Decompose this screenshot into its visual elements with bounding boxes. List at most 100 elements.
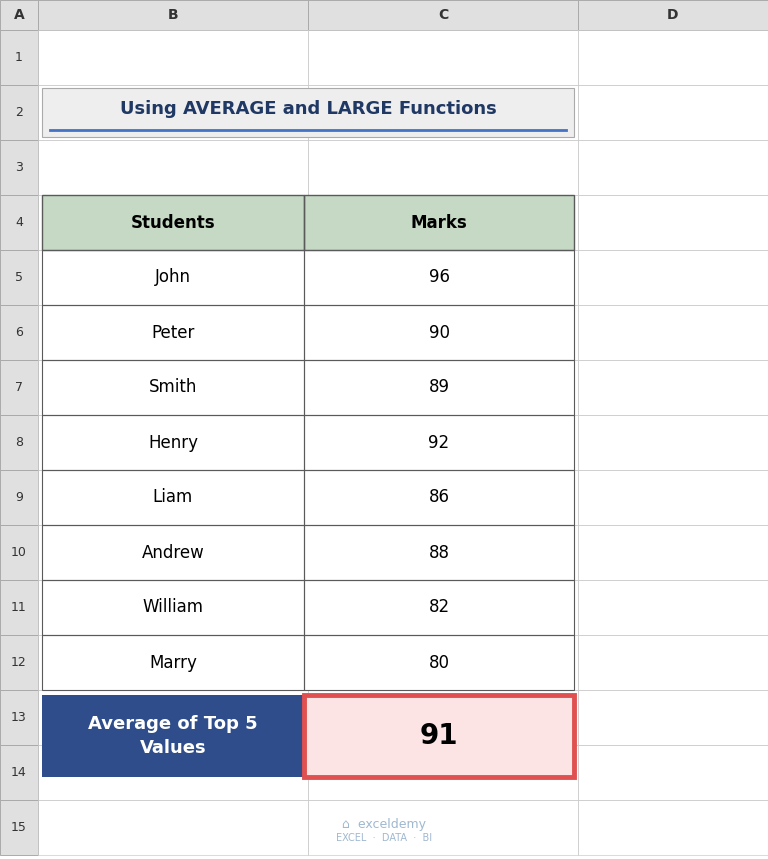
Bar xyxy=(38,30,308,85)
Bar xyxy=(308,250,578,305)
Text: C: C xyxy=(438,8,448,22)
Bar xyxy=(304,695,574,777)
Bar xyxy=(304,415,574,470)
Bar xyxy=(0,470,38,525)
Bar xyxy=(38,360,308,415)
Bar xyxy=(304,470,574,525)
Bar xyxy=(38,85,308,140)
Bar xyxy=(0,360,38,415)
Bar xyxy=(308,85,578,140)
Bar xyxy=(308,470,578,525)
Bar xyxy=(38,140,308,195)
Text: A: A xyxy=(14,8,25,22)
Text: Marks: Marks xyxy=(411,214,468,231)
Bar xyxy=(42,88,574,137)
Bar xyxy=(38,470,308,525)
Text: 5: 5 xyxy=(15,271,23,284)
Bar xyxy=(38,800,308,855)
Bar xyxy=(0,580,38,635)
Text: 86: 86 xyxy=(429,489,449,507)
Bar xyxy=(38,745,308,800)
Bar xyxy=(308,140,578,195)
Bar xyxy=(42,695,304,777)
Bar xyxy=(38,415,308,470)
Bar xyxy=(578,800,768,855)
Bar xyxy=(308,635,578,690)
Bar xyxy=(38,580,308,635)
Bar xyxy=(42,305,304,360)
Bar xyxy=(308,415,578,470)
Bar xyxy=(308,415,578,470)
Bar xyxy=(578,470,768,525)
Bar xyxy=(578,800,768,855)
Bar xyxy=(578,250,768,305)
Text: Peter: Peter xyxy=(151,324,194,342)
Bar xyxy=(38,250,308,305)
Bar xyxy=(304,470,574,525)
Bar xyxy=(38,690,308,745)
Bar xyxy=(42,580,304,635)
Bar xyxy=(0,690,38,745)
Bar xyxy=(0,30,38,85)
Bar xyxy=(578,525,768,580)
Bar xyxy=(308,745,578,800)
Text: 1: 1 xyxy=(15,51,23,64)
Bar xyxy=(578,195,768,250)
Text: 90: 90 xyxy=(429,324,449,342)
Bar xyxy=(578,745,768,800)
Text: 7: 7 xyxy=(15,381,23,394)
Bar xyxy=(0,85,38,140)
Bar xyxy=(304,415,574,470)
Text: 6: 6 xyxy=(15,326,23,339)
Text: 12: 12 xyxy=(11,656,27,669)
Bar xyxy=(578,470,768,525)
Bar xyxy=(578,635,768,690)
Text: 14: 14 xyxy=(11,766,27,779)
Bar xyxy=(308,470,578,525)
Bar xyxy=(0,800,38,855)
Bar xyxy=(42,470,304,525)
Bar xyxy=(304,580,574,635)
Bar xyxy=(308,195,578,250)
Text: Using AVERAGE and LARGE Functions: Using AVERAGE and LARGE Functions xyxy=(120,101,496,119)
Bar xyxy=(0,800,38,855)
Bar xyxy=(42,250,304,305)
Bar xyxy=(308,690,578,745)
Text: 96: 96 xyxy=(429,269,449,287)
Text: William: William xyxy=(143,599,204,617)
Bar xyxy=(578,305,768,360)
Bar xyxy=(308,360,578,415)
Bar xyxy=(42,415,304,470)
Bar xyxy=(308,525,578,580)
Bar xyxy=(0,470,38,525)
Bar xyxy=(38,0,308,30)
Text: 2: 2 xyxy=(15,106,23,119)
Bar xyxy=(0,250,38,305)
Bar xyxy=(42,635,304,690)
Bar xyxy=(42,580,304,635)
Bar xyxy=(0,580,38,635)
Bar xyxy=(0,250,38,305)
Bar xyxy=(308,360,578,415)
Text: EXCEL  ·  DATA  ·  BI: EXCEL · DATA · BI xyxy=(336,832,432,843)
Bar xyxy=(578,580,768,635)
Bar xyxy=(0,140,38,195)
Bar xyxy=(0,415,38,470)
Bar xyxy=(578,250,768,305)
Text: Andrew: Andrew xyxy=(141,544,204,562)
Text: 15: 15 xyxy=(11,821,27,834)
Text: ⌂  exceldemy: ⌂ exceldemy xyxy=(342,819,426,832)
Bar xyxy=(42,250,304,305)
Text: 9: 9 xyxy=(15,491,23,504)
Bar xyxy=(578,0,768,30)
Text: Students: Students xyxy=(131,214,215,231)
Bar xyxy=(308,745,578,800)
Bar xyxy=(308,635,578,690)
Bar xyxy=(308,85,578,140)
Bar xyxy=(578,85,768,140)
Bar xyxy=(308,305,578,360)
Bar xyxy=(38,800,308,855)
Bar xyxy=(42,88,574,137)
Bar xyxy=(0,85,38,140)
Text: John: John xyxy=(155,269,191,287)
